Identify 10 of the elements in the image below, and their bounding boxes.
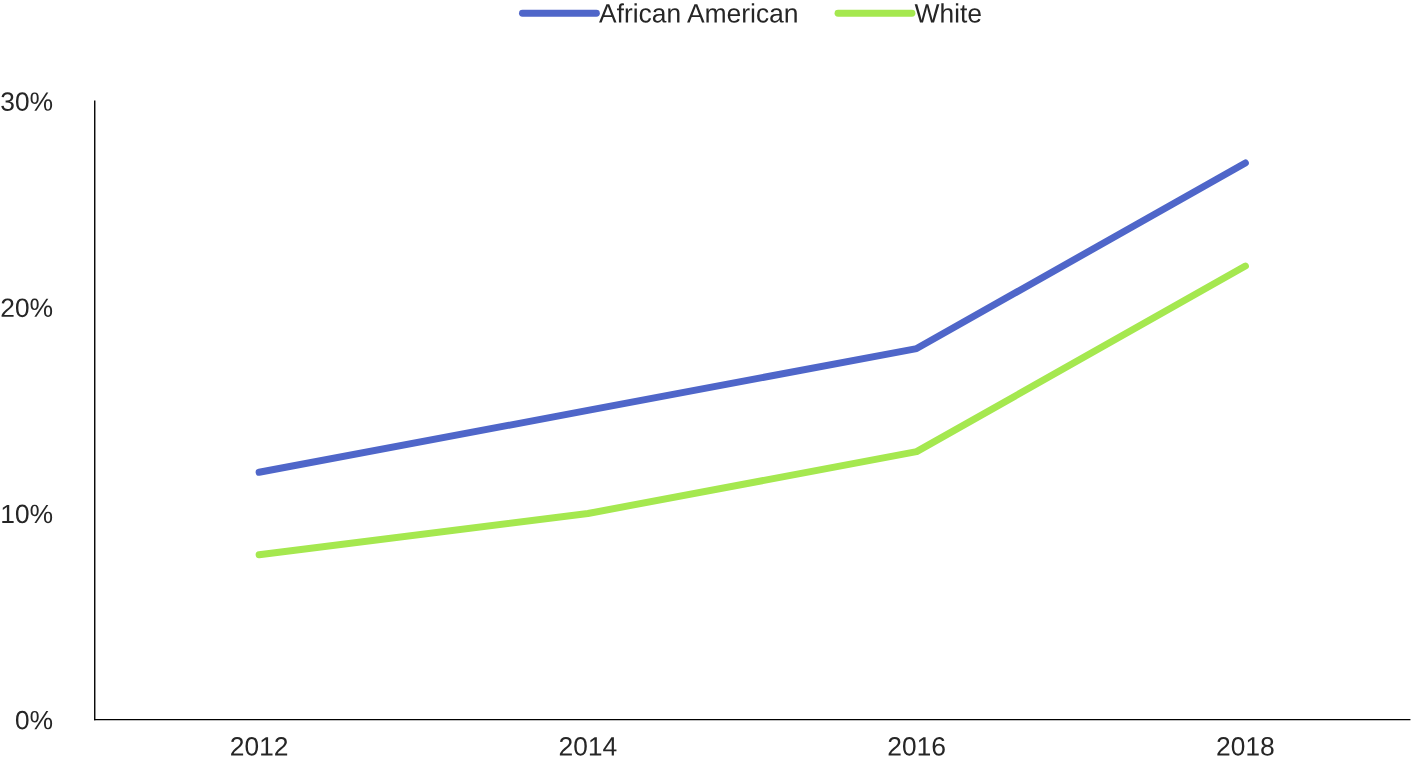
- y-tick-label: 20%: [1, 298, 53, 318]
- x-tick-label: 2018: [1217, 737, 1274, 756]
- y-tick-label: 0%: [15, 710, 53, 730]
- x-tick-label: 2016: [888, 737, 945, 756]
- legend-label: White: [914, 3, 981, 23]
- x-tick-label: 2014: [559, 737, 617, 756]
- y-tick-label: 10%: [2, 504, 53, 524]
- y-tick-label: 30%: [1, 92, 53, 111]
- legend-label: African American: [599, 3, 797, 23]
- x-tick-label: 2012: [231, 737, 288, 756]
